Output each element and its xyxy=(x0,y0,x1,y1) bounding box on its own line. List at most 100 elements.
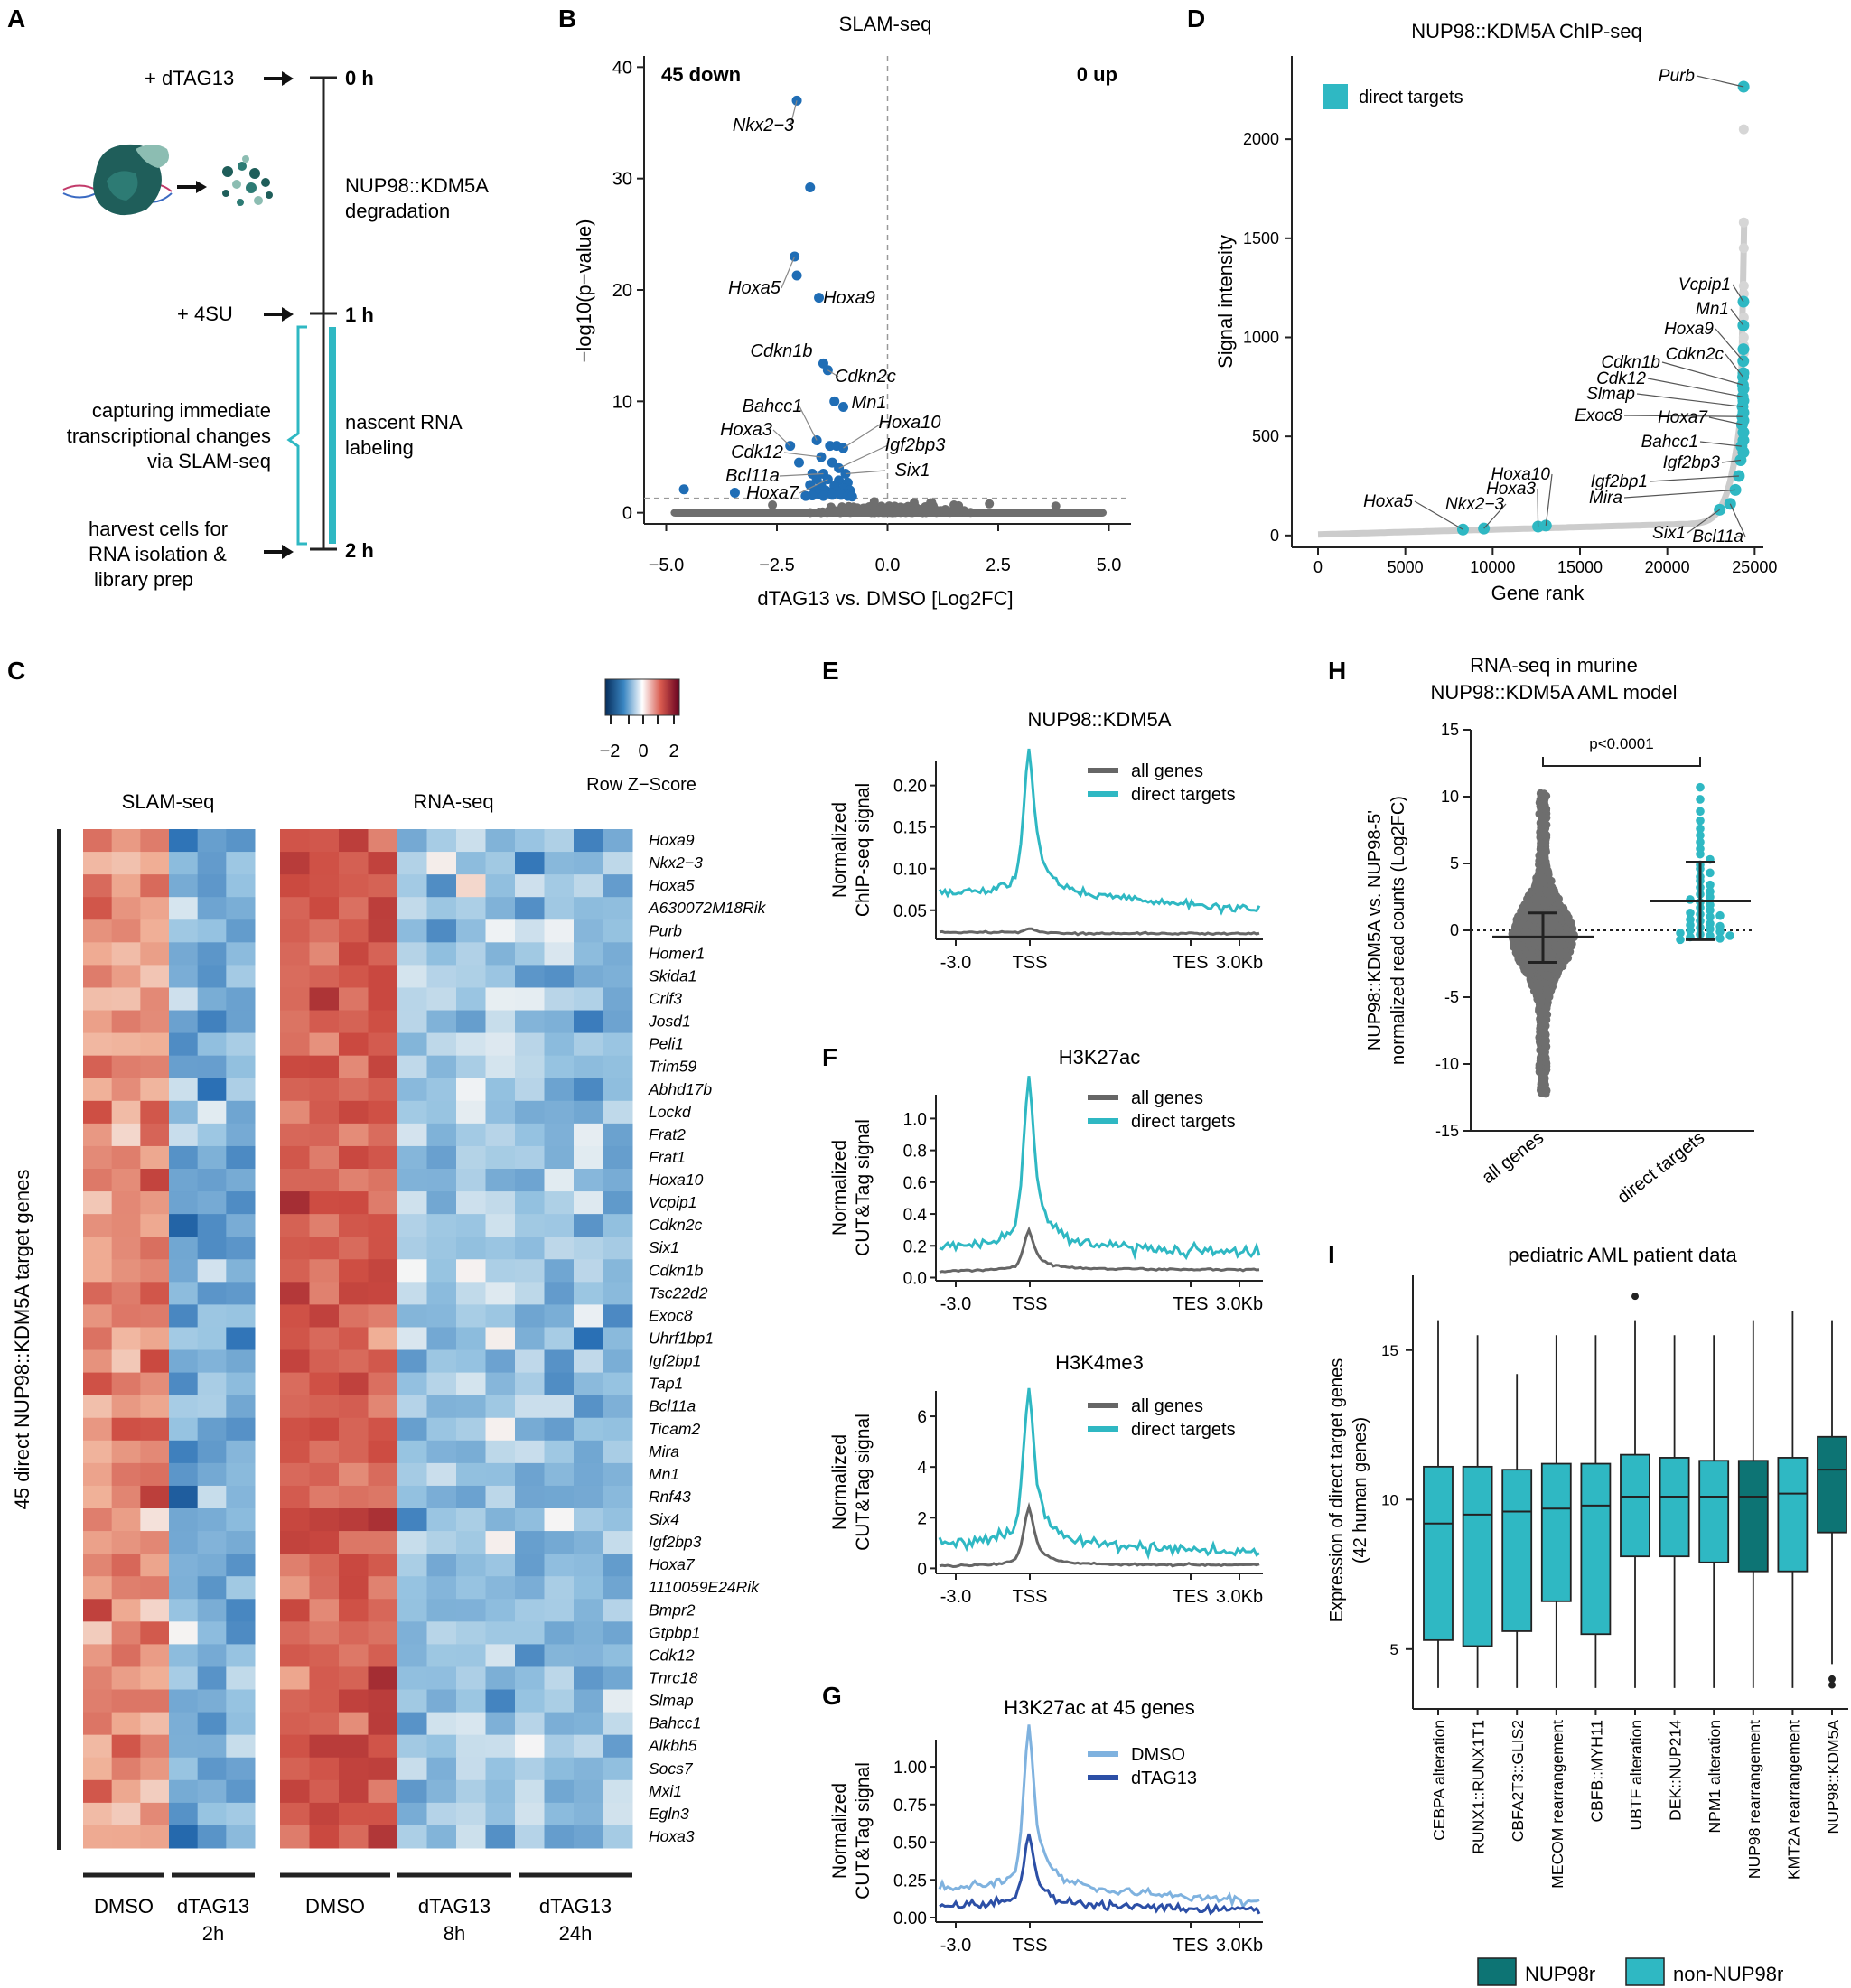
b-ytick-label: 20 xyxy=(612,281,632,301)
heatmap-cell xyxy=(397,1214,427,1237)
d-label-leader xyxy=(1729,503,1746,537)
heatmap-cell xyxy=(339,1191,369,1215)
heatmap-cell xyxy=(309,1802,340,1826)
i-xtick-label: CEBPA alteration xyxy=(1430,1720,1448,1841)
heatmap-cell xyxy=(280,1214,310,1237)
heatmap-cell xyxy=(544,1599,575,1622)
heatmap-cell xyxy=(111,1372,141,1396)
heatmap-cell xyxy=(111,1123,141,1147)
group-label-rna-dtag24: dTAG13 xyxy=(539,1895,612,1918)
heatmap-cell xyxy=(574,1259,603,1283)
heatmap-cell xyxy=(368,1666,398,1691)
d-gene-label: Hoxa3 xyxy=(1486,480,1536,499)
heatmap-cell xyxy=(197,1712,227,1736)
heatmap-cell xyxy=(426,1689,457,1713)
heatmap-cell xyxy=(544,1327,575,1351)
heatmap-cell xyxy=(226,1779,256,1804)
chart-h-title-line2: NUP98::KDM5A AML model xyxy=(1430,681,1677,704)
heatmap-cell xyxy=(226,1349,256,1374)
heatmap-gene-label: Mn1 xyxy=(649,1465,679,1483)
h-direct-target-point xyxy=(1715,921,1725,931)
heatmap-cell xyxy=(397,1032,427,1057)
heatmap-cell xyxy=(544,965,575,988)
heatmap-cell xyxy=(603,1802,633,1826)
heatmap-cell xyxy=(339,1599,369,1622)
heatmap-cell xyxy=(574,1191,603,1215)
heatmap-cell xyxy=(456,1554,486,1577)
heatmap-cell xyxy=(280,1462,310,1487)
heatmap-gene-label: Alkbh5 xyxy=(648,1737,697,1755)
h-direct-target-point xyxy=(1706,912,1715,921)
profile-ytick-label: 0.50 xyxy=(893,1834,927,1853)
d-gray-point xyxy=(1738,331,1749,342)
chart-h-ylabel-line2: normalized read counts (Log2FC) xyxy=(1388,796,1408,1065)
b-ytick-label: 0 xyxy=(622,504,632,524)
heatmap-cell xyxy=(83,1734,113,1759)
heatmap-cell xyxy=(169,1417,199,1442)
heatmap-cell xyxy=(169,1259,199,1283)
heatmap-gene-label: Crlf3 xyxy=(649,990,682,1008)
heatmap-cell xyxy=(515,1734,545,1759)
heatmap-cell xyxy=(368,1462,398,1487)
heatmap-cell xyxy=(309,1712,340,1736)
heatmap-cell xyxy=(397,1440,427,1464)
heatmap-cell xyxy=(397,1417,427,1442)
heatmap-gene-label: Hoxa7 xyxy=(649,1555,696,1573)
heatmap-cell xyxy=(339,1462,369,1487)
heatmap-cell xyxy=(426,1145,457,1170)
heatmap-cell xyxy=(397,1802,427,1826)
heatmap-cell xyxy=(574,1779,603,1804)
heatmap-cell xyxy=(544,1123,575,1147)
heatmap-cell xyxy=(574,1462,603,1487)
d-xtick-label: 15000 xyxy=(1557,558,1603,576)
heatmap-cell xyxy=(485,829,516,853)
colorbar-title: Row Z−Score xyxy=(586,775,696,795)
heatmap-cell xyxy=(515,1508,545,1532)
heatmap-cell xyxy=(485,1802,516,1826)
heatmap-cell xyxy=(280,1032,310,1057)
d-gray-point xyxy=(1738,124,1749,135)
heatmap-cell xyxy=(111,1304,141,1328)
heatmap-cell xyxy=(603,942,633,966)
heatmap-cell xyxy=(456,1372,486,1396)
heatmap-cell xyxy=(456,1032,486,1057)
heatmap-cell xyxy=(280,1282,310,1305)
heatmap-cell xyxy=(83,987,113,1012)
heatmap-cell xyxy=(197,1689,227,1713)
heatmap-cell xyxy=(339,1666,369,1691)
heatmap-cell xyxy=(83,1145,113,1170)
heatmap-cell xyxy=(280,919,310,943)
heatmap-cell xyxy=(169,1349,199,1374)
chart-h-title-line1: RNA-seq in murine xyxy=(1470,654,1638,677)
heatmap-cell xyxy=(169,1599,199,1622)
heatmap-cell xyxy=(111,1734,141,1759)
heatmap-cell xyxy=(368,1417,398,1442)
heatmap-cell xyxy=(111,1055,141,1079)
heatmap-cell xyxy=(603,1689,633,1713)
h-direct-target-point xyxy=(1725,931,1734,940)
heatmap-cell xyxy=(426,1123,457,1147)
heatmap-cell xyxy=(309,1055,340,1079)
b-bg-point xyxy=(927,498,937,508)
chart-d-ylabel: Signal intensity xyxy=(1214,235,1237,369)
heatmap-cell xyxy=(574,1169,603,1192)
heatmap-cell xyxy=(83,1349,113,1374)
heatmap-cell xyxy=(197,1327,227,1351)
heatmap-cell xyxy=(456,1689,486,1713)
heatmap-cell xyxy=(515,987,545,1012)
heatmap-cell xyxy=(574,1554,603,1577)
heatmap-cell xyxy=(169,1576,199,1600)
heatmap-cell xyxy=(140,1417,170,1442)
profile-title: NUP98::KDM5A xyxy=(1028,708,1172,731)
heatmap-cell xyxy=(197,829,227,853)
profile-title: H3K27ac at 45 genes xyxy=(1004,1696,1195,1719)
heatmap-cell xyxy=(83,1417,113,1442)
heatmap-cell xyxy=(515,919,545,943)
heatmap-cell xyxy=(368,1440,398,1464)
heatmap-cell xyxy=(140,1100,170,1125)
heatmap-cell xyxy=(339,1734,369,1759)
d-target-point xyxy=(1737,406,1750,419)
heatmap-cell xyxy=(368,1191,398,1215)
heatmap-cell xyxy=(397,1825,427,1849)
